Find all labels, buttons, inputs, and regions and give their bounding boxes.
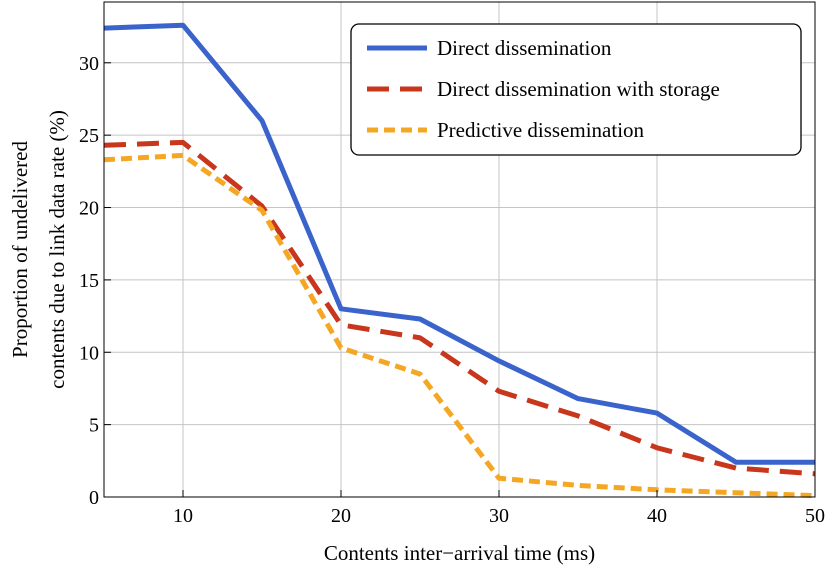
legend-label-2: Direct dissemination with storage xyxy=(437,77,720,101)
series-layer xyxy=(103,22,816,499)
x-tick-label: 40 xyxy=(647,505,667,527)
legend-label-1: Direct dissemination xyxy=(437,36,612,60)
x-tick-label: 50 xyxy=(805,505,825,527)
x-axis-title: Contents inter−arrival time (ms) xyxy=(324,541,595,565)
y-tick-label: 30 xyxy=(79,53,99,75)
legend-box xyxy=(350,23,802,156)
y-tick-labels: 0 5 10 15 20 25 30 xyxy=(79,53,99,509)
series-line-1 xyxy=(103,22,815,465)
y-tick-label: 20 xyxy=(79,198,99,220)
y-axis-title-line-1: Proportion of undelivered xyxy=(8,141,32,358)
x-tick-labels: 10 20 30 40 50 xyxy=(173,505,825,527)
y-tick-label: 15 xyxy=(79,270,99,292)
axis-ticks xyxy=(104,62,816,498)
legend-label-3: Predictive dissemination xyxy=(437,118,645,142)
y-tick-label: 10 xyxy=(79,342,99,364)
y-tick-label: 25 xyxy=(79,125,99,147)
y-tick-label: 5 xyxy=(89,415,99,437)
y-axis-title-line-2: contents due to link data rate (%) xyxy=(45,110,69,389)
plot-frame xyxy=(103,1,816,498)
series-line-2 xyxy=(103,139,816,477)
series-line-3 xyxy=(103,152,816,499)
x-tick-label: 20 xyxy=(331,505,351,527)
x-tick-label: 30 xyxy=(489,505,509,527)
x-tick-label: 10 xyxy=(173,505,193,527)
legend: Direct dissemination Direct dissemination… xyxy=(350,23,802,156)
y-tick-label: 0 xyxy=(89,487,99,509)
